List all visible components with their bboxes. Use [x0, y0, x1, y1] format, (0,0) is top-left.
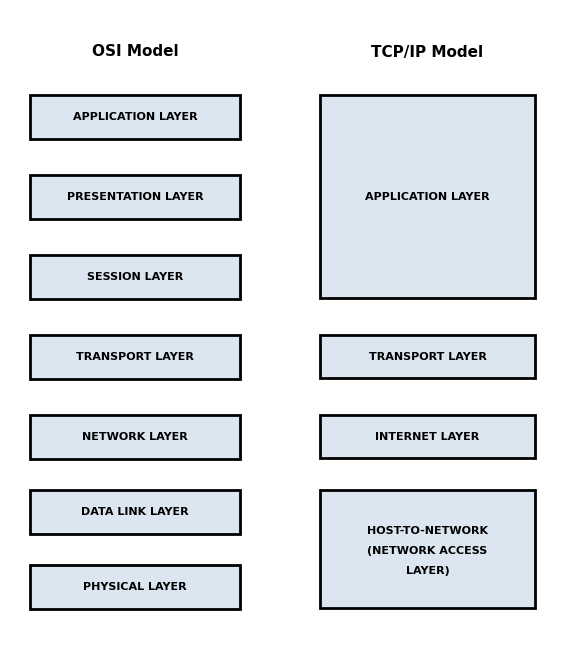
Text: TCP/IP Model: TCP/IP Model — [372, 44, 483, 60]
Text: (NETWORK ACCESS: (NETWORK ACCESS — [368, 546, 487, 556]
Text: HOST-TO-NETWORK: HOST-TO-NETWORK — [367, 526, 488, 536]
Bar — [30, 255, 240, 299]
Bar — [320, 415, 535, 458]
Bar — [30, 175, 240, 219]
Text: PHYSICAL LAYER: PHYSICAL LAYER — [83, 582, 187, 592]
Bar — [30, 565, 240, 609]
Bar — [320, 95, 535, 298]
Text: APPLICATION LAYER: APPLICATION LAYER — [365, 192, 490, 202]
Text: DATA LINK LAYER: DATA LINK LAYER — [81, 507, 189, 517]
Text: OSI Model: OSI Model — [92, 44, 178, 60]
Text: NETWORK LAYER: NETWORK LAYER — [82, 432, 188, 442]
Text: INTERNET LAYER: INTERNET LAYER — [376, 432, 479, 441]
Text: TRANSPORT LAYER: TRANSPORT LAYER — [76, 352, 194, 362]
Bar — [30, 415, 240, 459]
Bar — [30, 95, 240, 139]
Bar — [320, 490, 535, 608]
Text: TRANSPORT LAYER: TRANSPORT LAYER — [369, 352, 486, 361]
Bar — [30, 335, 240, 379]
Text: APPLICATION LAYER: APPLICATION LAYER — [73, 112, 197, 122]
Text: PRESENTATION LAYER: PRESENTATION LAYER — [67, 192, 203, 202]
Bar — [30, 490, 240, 534]
Text: SESSION LAYER: SESSION LAYER — [87, 272, 183, 282]
Bar — [320, 335, 535, 378]
Text: LAYER): LAYER) — [406, 566, 449, 576]
